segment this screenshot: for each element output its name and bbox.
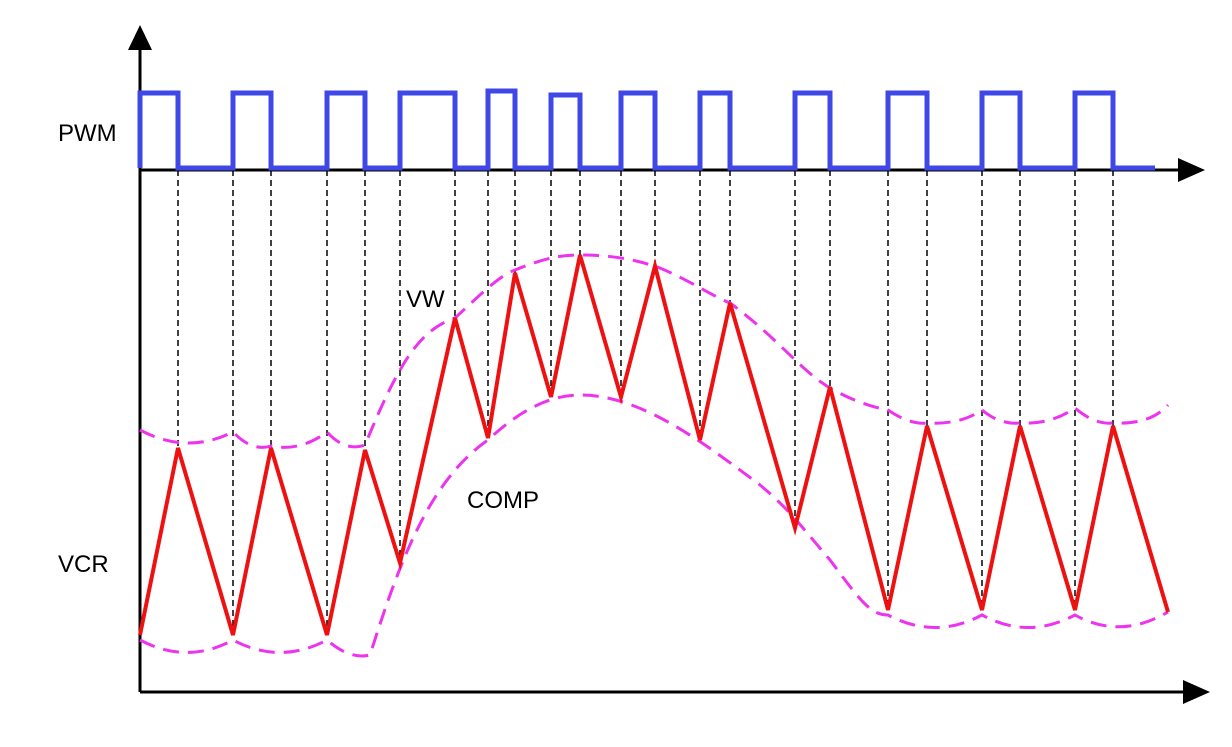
label-comp: COMP <box>467 487 539 514</box>
label-vw: VW <box>406 286 445 313</box>
axes <box>138 45 1190 694</box>
arrow-heads <box>128 25 1210 704</box>
dashed-guides <box>177 170 1114 635</box>
pwm-waveform <box>137 88 1155 171</box>
label-pwm: PWM <box>58 120 117 147</box>
envelopes <box>139 253 1170 658</box>
vcr-waveform <box>138 254 1170 636</box>
label-vcr: VCR <box>58 551 109 578</box>
